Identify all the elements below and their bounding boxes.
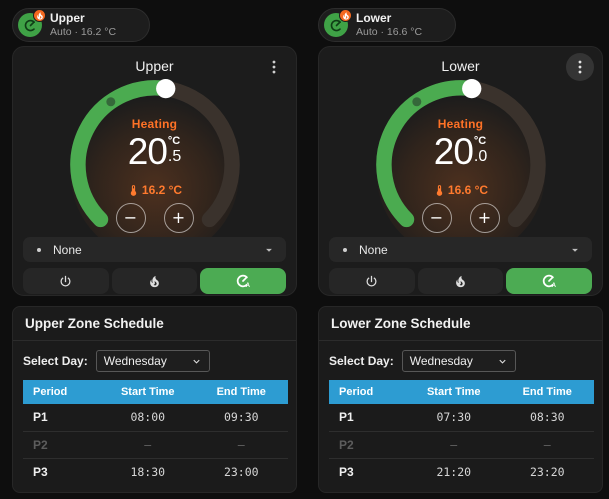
select-day-label: Select Day: bbox=[329, 354, 394, 368]
chip-upper-thermostat[interactable]: Upper Auto · 16.2 °C bbox=[12, 8, 150, 42]
card-title: Lower bbox=[441, 58, 480, 74]
mode-off-button[interactable] bbox=[329, 268, 415, 294]
schedule-title: Upper Zone Schedule bbox=[25, 316, 164, 331]
target-temp-integer: 20 bbox=[127, 131, 168, 172]
col-period: Period bbox=[23, 380, 101, 404]
target-temp-decimal: .0 bbox=[473, 148, 488, 166]
target-temp-decimal: .5 bbox=[167, 148, 182, 166]
table-row: P1 07:30 08:30 bbox=[339, 410, 565, 425]
schedule-header: Lower Zone Schedule bbox=[319, 307, 602, 341]
chevron-down-icon bbox=[193, 359, 200, 364]
table-header-row: Period Start Time End Time bbox=[23, 380, 288, 404]
preset-dot-icon bbox=[37, 247, 41, 252]
current-temperature: 16.6 °C bbox=[319, 183, 602, 197]
schedule-card-upper: Upper Zone Schedule Select Day: Wednesda… bbox=[12, 306, 297, 493]
fire-icon bbox=[150, 275, 159, 287]
thermostat-card-upper: Upper Heating 20 °C .5 16.2 °C − + None bbox=[12, 46, 297, 296]
dots-vertical-icon[interactable] bbox=[260, 53, 288, 81]
hvac-mode-row: A bbox=[23, 268, 287, 294]
preset-value: None bbox=[53, 242, 82, 257]
mode-auto-button[interactable]: A bbox=[200, 268, 287, 294]
chip-title: Lower bbox=[356, 11, 392, 26]
thermostat-auto-icon: A bbox=[542, 274, 557, 289]
temp-increase-button[interactable]: + bbox=[163, 203, 194, 233]
thermostat-icon bbox=[324, 9, 352, 37]
thermostat-card-lower: Lower Heating 20 °C .0 16.6 °C − + None bbox=[318, 46, 603, 296]
select-day-label: Select Day: bbox=[23, 354, 88, 368]
preset-select[interactable]: None bbox=[329, 237, 592, 262]
chevron-down-icon bbox=[572, 248, 578, 252]
power-icon bbox=[60, 275, 71, 286]
chip-lower-thermostat[interactable]: Lower Auto · 16.6 °C bbox=[318, 8, 456, 42]
mode-heat-button[interactable] bbox=[111, 268, 198, 294]
thermometer-icon bbox=[130, 184, 137, 196]
chip-status: Auto · 16.6 °C bbox=[356, 25, 423, 38]
day-select-value: Wednesday bbox=[409, 354, 473, 368]
temp-adjust-row: − + bbox=[319, 203, 602, 233]
thermostat-auto-icon: A bbox=[236, 274, 251, 289]
preset-dot-icon bbox=[343, 247, 347, 252]
temp-unit: °C bbox=[167, 135, 181, 147]
day-select[interactable]: Wednesday bbox=[401, 350, 516, 372]
heating-fire-badge-icon bbox=[339, 9, 352, 22]
card-title: Upper bbox=[135, 58, 174, 74]
preset-select[interactable]: None bbox=[23, 237, 286, 262]
table-row: P2 – – bbox=[329, 430, 594, 458]
temp-adjust-row: − + bbox=[13, 203, 296, 233]
target-temperature: 20 °C .5 bbox=[13, 133, 296, 170]
col-end-time: End Time bbox=[500, 380, 594, 404]
schedule-header: Upper Zone Schedule bbox=[13, 307, 296, 341]
chevron-down-icon bbox=[266, 248, 272, 252]
chevron-down-icon bbox=[499, 359, 506, 364]
dots-vertical-icon[interactable] bbox=[566, 53, 594, 81]
thermostat-icon bbox=[18, 9, 46, 37]
svg-text:A: A bbox=[552, 283, 557, 289]
fire-icon bbox=[456, 275, 465, 287]
temp-decrease-button[interactable]: − bbox=[115, 203, 146, 233]
temp-increase-button[interactable]: + bbox=[469, 203, 500, 233]
target-temp-integer: 20 bbox=[433, 131, 474, 172]
table-row: P2 – – bbox=[23, 430, 288, 458]
hvac-mode-row: A bbox=[329, 268, 593, 294]
hvac-action-label: Heating bbox=[437, 117, 484, 131]
day-select-value: Wednesday bbox=[103, 354, 167, 368]
current-temperature: 16.2 °C bbox=[13, 183, 296, 197]
mode-auto-button[interactable]: A bbox=[506, 268, 593, 294]
power-icon bbox=[366, 275, 377, 286]
col-end-time: End Time bbox=[194, 380, 288, 404]
thermometer-icon bbox=[436, 184, 443, 196]
col-start-time: Start Time bbox=[407, 380, 501, 404]
temp-unit: °C bbox=[473, 135, 487, 147]
mode-heat-button[interactable] bbox=[417, 268, 504, 294]
table-row: P1 08:00 09:30 bbox=[33, 410, 259, 425]
hvac-action-label: Heating bbox=[131, 117, 178, 131]
table-row: P3 21:20 23:20 bbox=[329, 457, 594, 485]
col-start-time: Start Time bbox=[101, 380, 195, 404]
schedule-card-lower: Lower Zone Schedule Select Day: Wednesda… bbox=[318, 306, 603, 493]
heating-fire-badge-icon bbox=[33, 9, 46, 22]
svg-text:A: A bbox=[246, 283, 251, 289]
table-header-row: Period Start Time End Time bbox=[329, 380, 594, 404]
chip-status: Auto · 16.2 °C bbox=[50, 25, 117, 38]
mode-off-button[interactable] bbox=[23, 268, 109, 294]
temp-decrease-button[interactable]: − bbox=[421, 203, 452, 233]
chip-title: Upper bbox=[50, 11, 85, 26]
schedule-table: Period Start Time End Time P1 08:00 09:3… bbox=[23, 380, 288, 485]
col-period: Period bbox=[329, 380, 407, 404]
day-select[interactable]: Wednesday bbox=[95, 350, 210, 372]
table-row: P3 18:30 23:00 bbox=[23, 457, 288, 485]
preset-value: None bbox=[359, 242, 388, 257]
schedule-table: Period Start Time End Time P1 07:30 08:3… bbox=[329, 380, 594, 485]
target-temperature: 20 °C .0 bbox=[319, 133, 602, 170]
schedule-title: Lower Zone Schedule bbox=[331, 316, 471, 331]
